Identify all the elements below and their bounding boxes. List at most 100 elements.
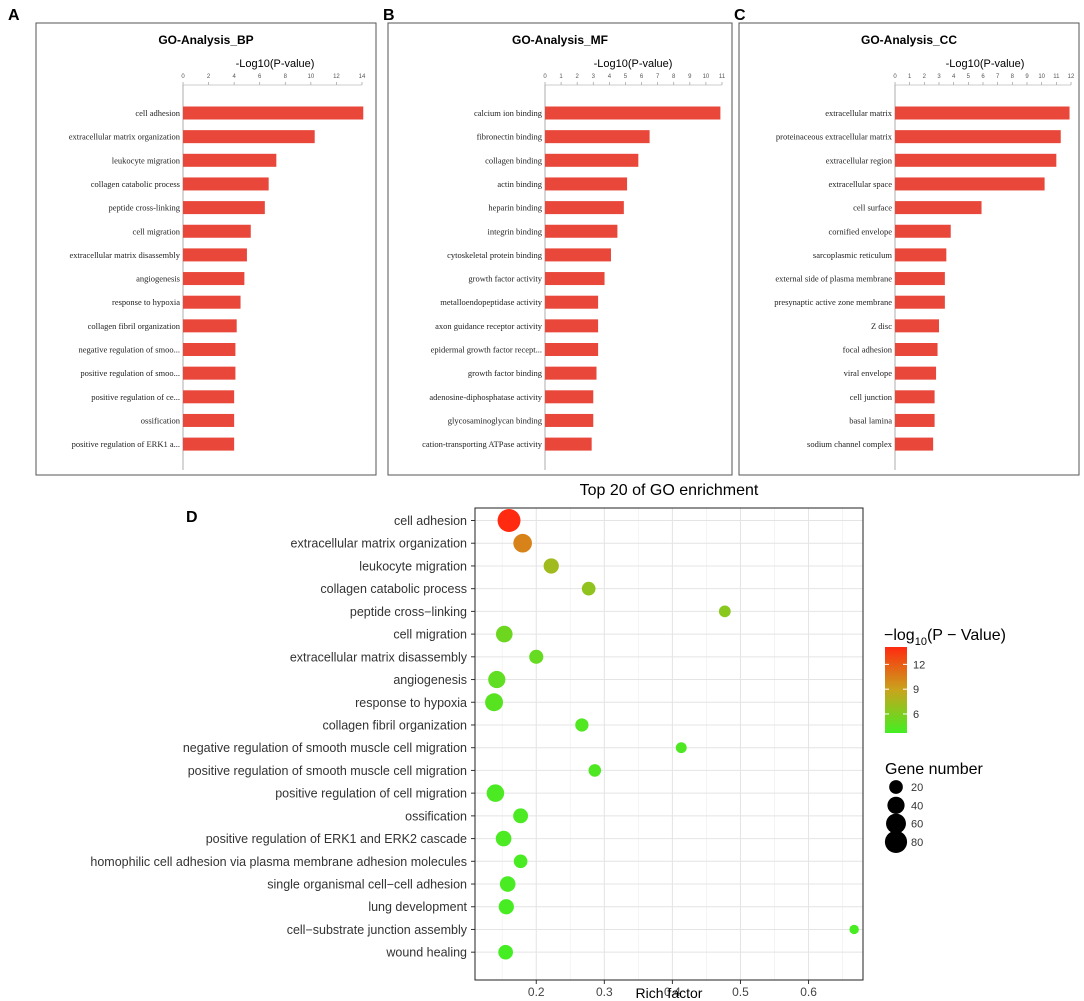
panel-c-bar [895, 201, 982, 215]
panel-d-category-label: response to hypoxia [355, 696, 467, 710]
panel-c-bar [895, 272, 945, 286]
panel-a-xtick-label: 6 [258, 74, 262, 80]
panel-c-bar [895, 153, 1057, 167]
color-legend-gradient [885, 647, 907, 733]
panel-a-bar [183, 366, 236, 380]
panel-c-category-label: focal adhesion [843, 345, 893, 355]
panel-b-category-label: growth factor binding [468, 368, 543, 378]
size-legend-label: 20 [911, 782, 923, 794]
panel-d-point [495, 830, 512, 847]
panel-a-title: GO-Analysis_BP [158, 33, 253, 47]
panel-d-category-label: homophilic cell adhesion via plasma memb… [90, 855, 467, 869]
panel-c-category-label: cornified envelope [829, 226, 893, 236]
panel-b-category-label: collagen binding [485, 155, 543, 165]
size-legend-label: 40 [911, 800, 923, 812]
panel-b-bar [545, 177, 628, 191]
panel-b-xtick-label: 3 [592, 74, 596, 80]
panel-c-bar [895, 437, 934, 451]
panel-b-category-label: axon guidance receptor activity [435, 321, 543, 331]
panel-b-xtick-label: 8 [672, 74, 676, 80]
panel-a-xlabel: -Log10(P-value) [236, 58, 315, 70]
panel-a-bar [183, 390, 235, 404]
panel-b-xtick-label: 6 [640, 74, 644, 80]
panel-d-point [499, 876, 516, 892]
panel-c-bar [895, 366, 937, 380]
panel-d-point [849, 924, 859, 935]
panel-c-xlabel: -Log10(P-value) [946, 58, 1025, 70]
panel-d-plot-bg [475, 508, 863, 980]
panel-c-bar [895, 106, 1070, 120]
panel-d-point [543, 558, 559, 574]
panel-a-category-label: angiogenesis [136, 274, 180, 284]
panel-a-xtick-label: 10 [308, 74, 315, 80]
panel-b-bar [545, 366, 597, 380]
panel-d-xtick-label: 0.4 [664, 985, 681, 999]
panel-a-category-label: collagen catabolic process [91, 179, 180, 189]
color-legend-title: −log10(P − Value) [884, 627, 1006, 648]
panel-c-category-label: sodium channel complex [807, 439, 893, 449]
panel-a-bar [183, 272, 245, 286]
panel-b-bar [545, 343, 599, 356]
panel-d-point [529, 649, 544, 664]
panel-a-bar [183, 295, 241, 309]
panel-c-xtick-label: 3 [937, 74, 941, 80]
panel-label-a: A [8, 7, 20, 24]
panel-a-category-label: positive regulation of smoo... [80, 368, 180, 378]
panel-d-point [497, 509, 521, 532]
panel-b-bar [545, 295, 599, 309]
panel-b-bar [545, 106, 721, 120]
panel-d-xtick-label: 0.6 [800, 985, 817, 999]
panel-b-bar [545, 437, 592, 451]
panel-d-xtick-label: 0.3 [596, 985, 613, 999]
panel-c-xtick-label: 7 [996, 74, 1000, 80]
panel-d-plot: 0.2 0.3 0.4 0.5 0.6 cell adhesion extracellula… [90, 508, 863, 999]
panel-b-category-label: fibronectin binding [477, 132, 543, 142]
color-legend-tick-label: 12 [913, 659, 925, 671]
panel-d-point [581, 581, 596, 596]
panel-a-category-label: cell migration [133, 226, 181, 236]
panel-d-xtick-label: 0.2 [528, 985, 545, 999]
panel-a-category-label: positive regulation of ERK1 a... [72, 439, 180, 449]
panel-b-bar [545, 319, 599, 333]
panel-c-bar [895, 248, 947, 262]
panel-c-bar [895, 177, 1045, 191]
panel-d-category-label: positive regulation of ERK1 and ERK2 cas… [206, 832, 467, 846]
panel-b-xtick-label: 4 [608, 74, 612, 80]
panel-d-category-label: cell−substrate junction assembly [287, 923, 468, 937]
panel-c-xtick-label: 12 [1068, 74, 1075, 80]
panel-d-point [488, 670, 506, 689]
panel-d-category-label: collagen catabolic process [320, 582, 467, 596]
panel-a-bar [183, 153, 277, 167]
panel-c-xtick-label: 8 [1011, 74, 1015, 80]
panel-a-bar [183, 106, 364, 120]
panel-d-category-label: lung development [368, 900, 467, 914]
panel-label-c: C [734, 7, 746, 24]
panel-b-category-label: actin binding [497, 179, 542, 189]
size-legend-dot [886, 813, 906, 834]
panel-c-xtick-label: 10 [1038, 74, 1045, 80]
panel-c-category-label: sarcoplasmic reticulum [813, 250, 892, 260]
panel-c-category-label: presynaptic active zone membrane [774, 297, 892, 307]
panel-b-xtick-label: 5 [624, 74, 628, 80]
color-legend-tick-label: 9 [913, 684, 919, 696]
panel-d-category-label: cell migration [393, 628, 467, 642]
panel-d-category-label: cell adhesion [394, 514, 467, 528]
panel-c-category-label: proteinaceous extracellular matrix [776, 132, 893, 142]
panel-c-bar [895, 319, 939, 333]
panel-c-category-label: extracellular space [829, 179, 893, 189]
panel-c-title: GO-Analysis_CC [861, 33, 957, 47]
panel-d-point [513, 854, 528, 869]
size-legend-dot [889, 780, 903, 794]
panel-c-category-label: external side of plasma membrane [775, 274, 892, 284]
panel-c-category-label: extracellular matrix [825, 108, 893, 118]
panel-a-bar [183, 201, 265, 215]
panel-a-bar [183, 319, 237, 333]
panel-d-point [718, 605, 731, 618]
panel-a-category-label: negative regulation of smoo... [78, 345, 180, 355]
panel-b-xtick-label: 10 [703, 74, 710, 80]
panel-b-category-label: heparin binding [488, 203, 542, 213]
panel-c-xtick-label: 2 [923, 74, 927, 80]
size-legend-dot [887, 796, 905, 814]
panel-c-bar [895, 413, 935, 427]
panel-b-xtick-label: 11 [719, 74, 726, 80]
